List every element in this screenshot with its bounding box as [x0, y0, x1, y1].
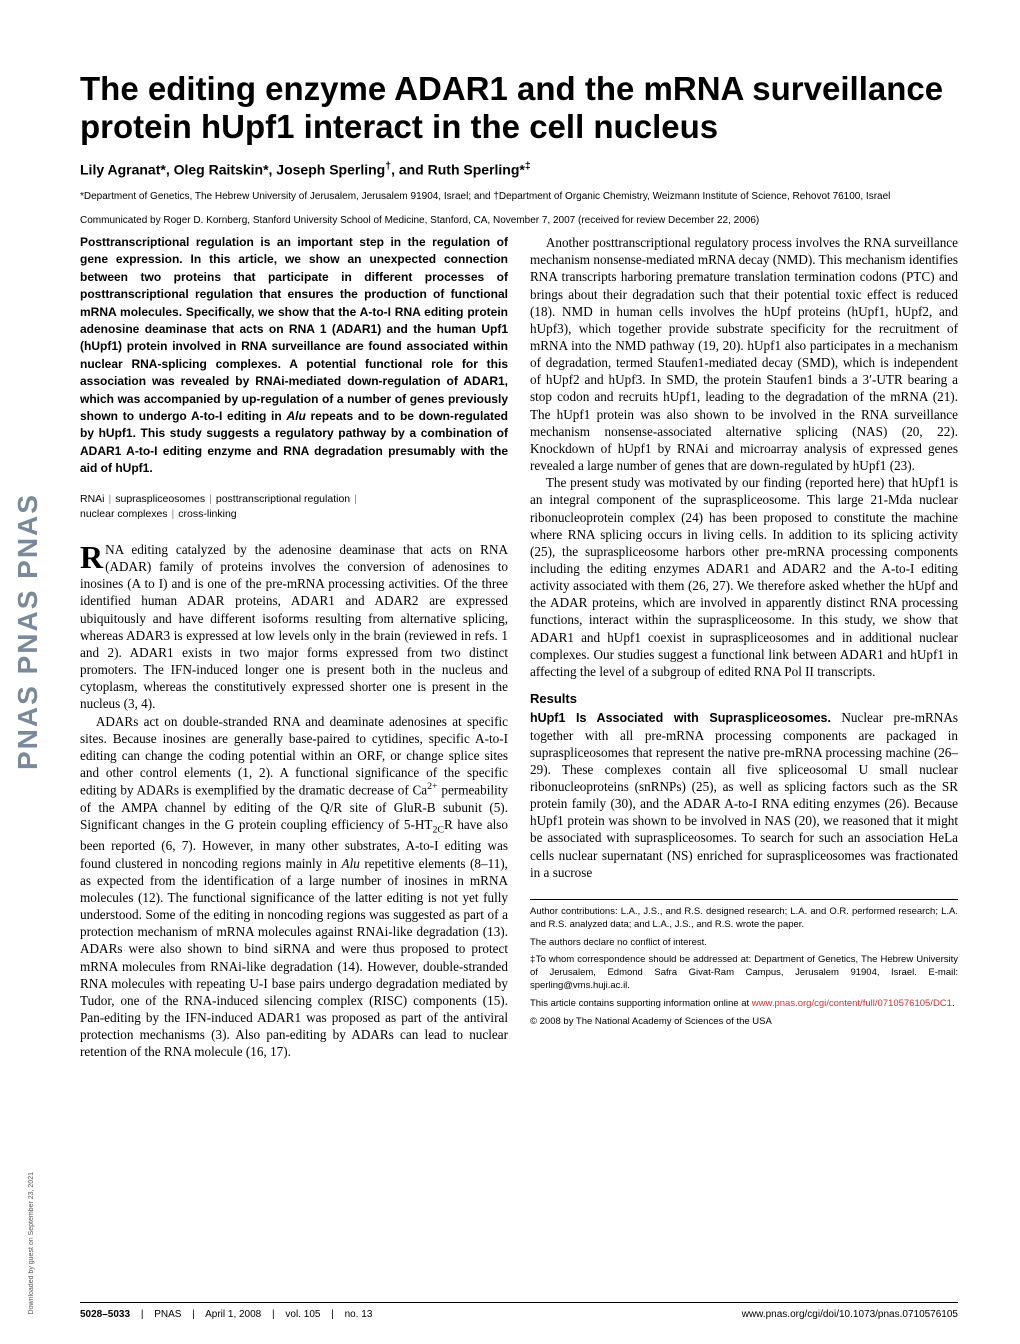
- footnote-copyright: © 2008 by The National Academy of Scienc…: [530, 1016, 958, 1029]
- left-column: Posttranscriptional regulation is an imp…: [80, 234, 508, 1060]
- footnotes-block: Author contributions: L.A., J.S., and R.…: [530, 899, 958, 1029]
- pnas-logo-text: PNAS PNAS PNAS: [12, 40, 44, 1224]
- results-heading: Results: [530, 690, 958, 707]
- body-paragraph: hUpf1 Is Associated with Supraspliceosom…: [530, 709, 958, 881]
- si-link[interactable]: www.pnas.org/cgi/content/full/0710576105…: [752, 998, 952, 1009]
- page-footer: 5028–5033 | PNAS | April 1, 2008 | vol. …: [80, 1302, 958, 1320]
- keyword: cross-linking: [178, 508, 236, 520]
- keywords-line: RNAi|supraspliceosomes|posttranscription…: [80, 492, 508, 524]
- body-paragraph: RNA editing catalyzed by the adenosine d…: [80, 541, 508, 713]
- left-body-text: RNA editing catalyzed by the adenosine d…: [80, 541, 508, 1060]
- footnote-conflict: The authors declare no conflict of inter…: [530, 937, 958, 950]
- article-title: The editing enzyme ADAR1 and the mRNA su…: [80, 70, 958, 146]
- footer-journal: PNAS: [154, 1309, 181, 1320]
- abstract-block: Posttranscriptional regulation is an imp…: [80, 234, 508, 477]
- si-prefix: This article contains supporting informa…: [530, 998, 752, 1009]
- results-body: hUpf1 Is Associated with Supraspliceosom…: [530, 709, 958, 881]
- footer-right: www.pnas.org/cgi/doi/10.1073/pnas.071057…: [742, 1309, 958, 1320]
- right-body-text: Another posttranscriptional regulatory p…: [530, 234, 958, 680]
- body-paragraph: ADARs act on double-stranded RNA and dea…: [80, 713, 508, 1061]
- right-column: Another posttranscriptional regulatory p…: [530, 234, 958, 1060]
- footer-date: April 1, 2008: [205, 1309, 261, 1320]
- body-paragraph: The present study was motivated by our f…: [530, 474, 958, 680]
- article-content: The editing enzyme ADAR1 and the mRNA su…: [80, 70, 958, 1320]
- results-runin-body: Nuclear pre-mRNAs together with all pre-…: [530, 710, 958, 880]
- footnote-si: This article contains supporting informa…: [530, 998, 958, 1011]
- footnote-contrib: Author contributions: L.A., J.S., and R.…: [530, 906, 958, 932]
- body-paragraph: Another posttranscriptional regulatory p…: [530, 234, 958, 474]
- keyword: posttranscriptional regulation: [216, 493, 350, 505]
- journal-logo-sidebar: PNAS PNAS PNAS: [8, 40, 48, 1224]
- p1-text: NA editing catalyzed by the adenosine de…: [80, 542, 508, 711]
- footnote-correspondence: ‡To whom correspondence should be addres…: [530, 954, 958, 992]
- download-note: Downloaded by guest on September 23, 202…: [28, 1172, 35, 1314]
- keyword: RNAi: [80, 493, 105, 505]
- footer-pages: 5028–5033: [80, 1309, 130, 1320]
- article-affiliation: *Department of Genetics, The Hebrew Univ…: [80, 190, 958, 204]
- footer-left: 5028–5033 | PNAS | April 1, 2008 | vol. …: [80, 1309, 372, 1320]
- two-column-layout: Posttranscriptional regulation is an imp…: [80, 234, 958, 1060]
- article-authors: Lily Agranat*, Oleg Raitskin*, Joseph Sp…: [80, 160, 958, 178]
- keyword: supraspliceosomes: [115, 493, 205, 505]
- communicated-line: Communicated by Roger D. Kornberg, Stanf…: [80, 215, 958, 226]
- footer-issue: no. 13: [345, 1309, 373, 1320]
- keyword: nuclear complexes: [80, 508, 168, 520]
- footer-url: www.pnas.org/cgi/doi/10.1073/pnas.071057…: [742, 1309, 958, 1320]
- footer-vol: vol. 105: [285, 1309, 320, 1320]
- page: PNAS PNAS PNAS Downloaded by guest on Se…: [0, 0, 1020, 1344]
- results-runin-title: hUpf1 Is Associated with Supraspliceosom…: [530, 711, 831, 725]
